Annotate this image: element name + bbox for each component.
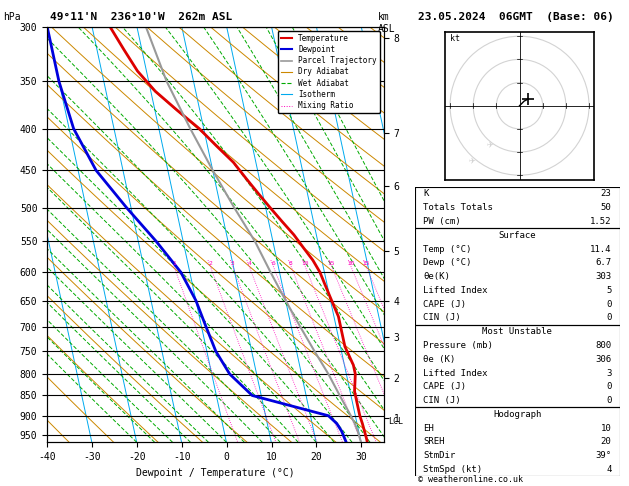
Text: 49°11'N  236°10'W  262m ASL: 49°11'N 236°10'W 262m ASL [50, 12, 233, 22]
Text: Totals Totals: Totals Totals [423, 203, 493, 212]
Legend: Temperature, Dewpoint, Parcel Trajectory, Dry Adiabat, Wet Adiabat, Isotherm, Mi: Temperature, Dewpoint, Parcel Trajectory… [277, 31, 380, 113]
Text: PW (cm): PW (cm) [423, 217, 461, 226]
Text: Hodograph: Hodograph [493, 410, 542, 419]
Text: Lifted Index: Lifted Index [423, 286, 488, 295]
Text: 1.52: 1.52 [590, 217, 611, 226]
Text: Lifted Index: Lifted Index [423, 368, 488, 378]
Text: hPa: hPa [3, 12, 21, 22]
Text: ✈: ✈ [469, 156, 476, 166]
Text: 25: 25 [362, 261, 370, 266]
Text: Most Unstable: Most Unstable [482, 327, 552, 336]
Text: Pressure (mb): Pressure (mb) [423, 341, 493, 350]
Text: 8: 8 [289, 261, 293, 266]
Text: 4: 4 [247, 261, 251, 266]
X-axis label: Dewpoint / Temperature (°C): Dewpoint / Temperature (°C) [136, 468, 295, 478]
Text: 5: 5 [606, 286, 611, 295]
Text: 4: 4 [606, 465, 611, 474]
Text: 23.05.2024  06GMT  (Base: 06): 23.05.2024 06GMT (Base: 06) [418, 12, 614, 22]
Text: θe(K): θe(K) [423, 272, 450, 281]
Text: CIN (J): CIN (J) [423, 396, 461, 405]
Text: 306: 306 [595, 355, 611, 364]
Text: Surface: Surface [499, 231, 536, 240]
Text: θe (K): θe (K) [423, 355, 455, 364]
Text: StmDir: StmDir [423, 451, 455, 460]
Text: LCL: LCL [388, 417, 403, 426]
Text: Temp (°C): Temp (°C) [423, 244, 472, 254]
Text: 0: 0 [606, 396, 611, 405]
Text: 6.7: 6.7 [595, 259, 611, 267]
Text: 50: 50 [601, 203, 611, 212]
Text: 0: 0 [606, 382, 611, 391]
Text: 2: 2 [208, 261, 212, 266]
Text: 303: 303 [595, 272, 611, 281]
Text: 15: 15 [328, 261, 335, 266]
Text: 0: 0 [606, 300, 611, 309]
Text: StmSpd (kt): StmSpd (kt) [423, 465, 482, 474]
Text: ✈: ✈ [487, 139, 494, 149]
Text: 6: 6 [271, 261, 275, 266]
Text: CAPE (J): CAPE (J) [423, 300, 466, 309]
Text: 3: 3 [606, 368, 611, 378]
Text: 800: 800 [595, 341, 611, 350]
Text: 3: 3 [231, 261, 235, 266]
Text: K: K [423, 190, 429, 198]
Text: 20: 20 [347, 261, 355, 266]
Text: SREH: SREH [423, 437, 445, 446]
Text: © weatheronline.co.uk: © weatheronline.co.uk [418, 474, 523, 484]
Text: 10: 10 [301, 261, 309, 266]
Text: CIN (J): CIN (J) [423, 313, 461, 322]
Text: 11.4: 11.4 [590, 244, 611, 254]
Text: 39°: 39° [595, 451, 611, 460]
Text: km
ASL: km ASL [377, 12, 395, 34]
Text: EH: EH [423, 424, 434, 433]
Text: 10: 10 [601, 424, 611, 433]
Text: 1: 1 [172, 261, 176, 266]
Text: Dewp (°C): Dewp (°C) [423, 259, 472, 267]
Text: 20: 20 [601, 437, 611, 446]
Text: 23: 23 [601, 190, 611, 198]
Text: kt: kt [450, 34, 460, 43]
Text: CAPE (J): CAPE (J) [423, 382, 466, 391]
Text: 0: 0 [606, 313, 611, 322]
